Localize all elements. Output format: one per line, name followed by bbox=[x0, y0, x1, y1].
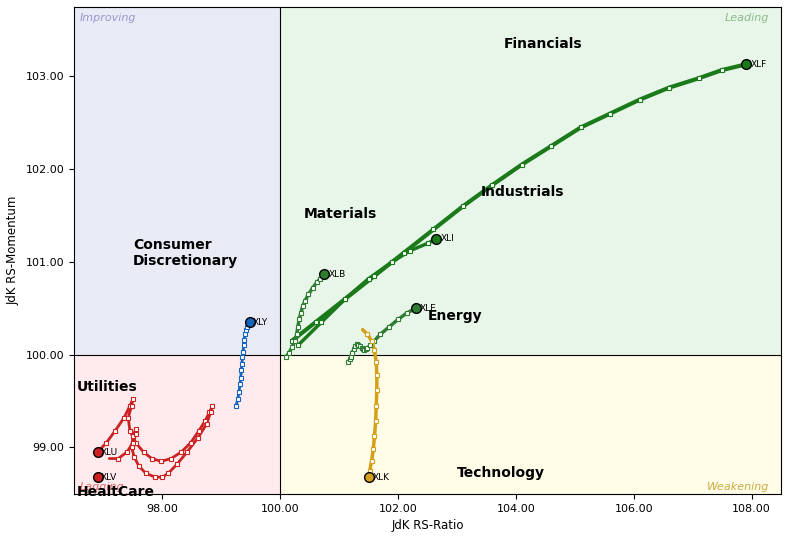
Text: Lagging: Lagging bbox=[80, 482, 125, 492]
Text: Technology: Technology bbox=[457, 466, 545, 480]
Text: XLV: XLV bbox=[101, 473, 117, 481]
Text: XLU: XLU bbox=[101, 447, 118, 457]
Text: XLY: XLY bbox=[253, 317, 269, 327]
Text: XLF: XLF bbox=[750, 60, 767, 69]
X-axis label: JdK RS-Ratio: JdK RS-Ratio bbox=[392, 519, 464, 532]
Text: Energy: Energy bbox=[428, 309, 482, 323]
Text: XLK: XLK bbox=[373, 473, 390, 481]
Text: Materials: Materials bbox=[304, 207, 377, 221]
Text: XLE: XLE bbox=[420, 304, 437, 313]
Text: Consumer
Discretionary: Consumer Discretionary bbox=[133, 238, 238, 268]
Text: HealtCare: HealtCare bbox=[77, 485, 155, 499]
Text: Utilities: Utilities bbox=[77, 380, 138, 394]
Text: Financials: Financials bbox=[504, 37, 583, 51]
Text: Weakening: Weakening bbox=[707, 482, 769, 492]
Text: Improving: Improving bbox=[80, 13, 136, 23]
Text: Leading: Leading bbox=[725, 13, 769, 23]
Text: XLI: XLI bbox=[441, 234, 455, 243]
Y-axis label: JdK RS-Momentum: JdK RS-Momentum bbox=[7, 196, 20, 305]
Text: Industrials: Industrials bbox=[481, 185, 564, 199]
Text: XLB: XLB bbox=[329, 270, 346, 279]
